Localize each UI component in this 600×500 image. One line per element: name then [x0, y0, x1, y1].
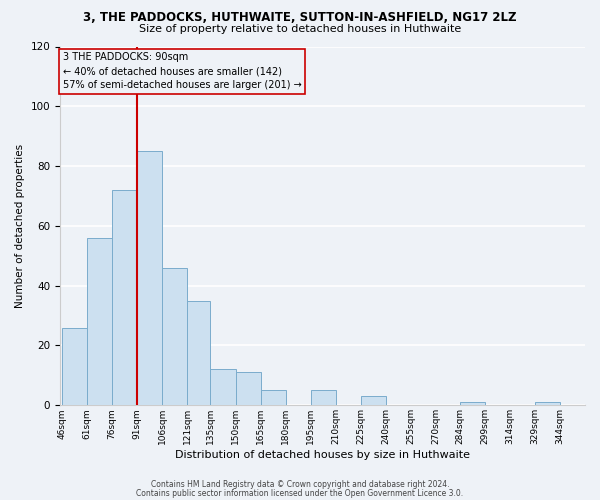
X-axis label: Distribution of detached houses by size in Huthwaite: Distribution of detached houses by size …	[175, 450, 470, 460]
Bar	[62, 328, 87, 406]
Bar	[187, 300, 211, 406]
Y-axis label: Number of detached properties: Number of detached properties	[15, 144, 25, 308]
Bar	[112, 190, 137, 406]
Bar	[260, 390, 286, 406]
Bar	[162, 268, 187, 406]
Text: Contains HM Land Registry data © Crown copyright and database right 2024.: Contains HM Land Registry data © Crown c…	[151, 480, 449, 489]
Text: 3 THE PADDOCKS: 90sqm
← 40% of detached houses are smaller (142)
57% of semi-det: 3 THE PADDOCKS: 90sqm ← 40% of detached …	[62, 52, 301, 90]
Bar	[211, 370, 236, 406]
Bar	[137, 151, 162, 406]
Text: Size of property relative to detached houses in Huthwaite: Size of property relative to detached ho…	[139, 24, 461, 34]
Bar	[361, 396, 386, 406]
Bar	[236, 372, 260, 406]
Bar	[460, 402, 485, 406]
Bar	[87, 238, 112, 406]
Text: Contains public sector information licensed under the Open Government Licence 3.: Contains public sector information licen…	[136, 488, 464, 498]
Text: 3, THE PADDOCKS, HUTHWAITE, SUTTON-IN-ASHFIELD, NG17 2LZ: 3, THE PADDOCKS, HUTHWAITE, SUTTON-IN-AS…	[83, 11, 517, 24]
Bar	[535, 402, 560, 406]
Bar	[311, 390, 336, 406]
